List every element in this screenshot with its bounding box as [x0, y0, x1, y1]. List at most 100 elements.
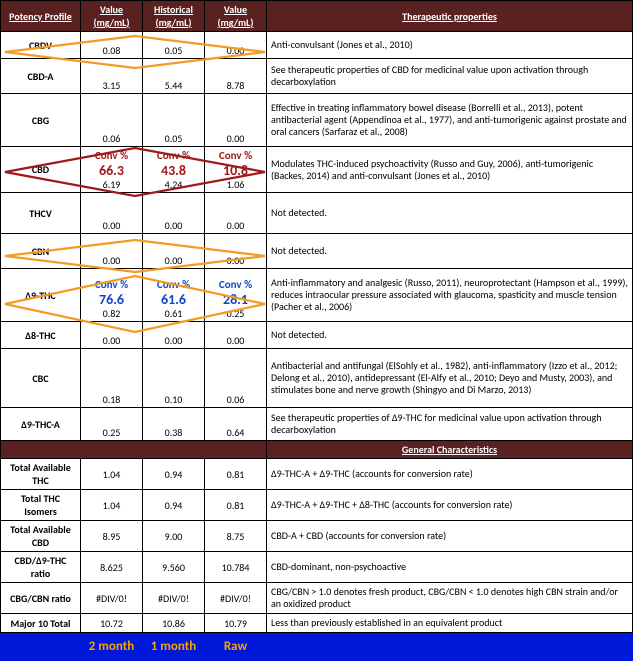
- hdr-historical: Historical (mg/mL): [143, 1, 205, 32]
- value-cell: 0.00: [81, 234, 143, 269]
- therapeutic-property: Antibacterial and antifungal (ElSohly et…: [267, 349, 633, 408]
- header-row: Potency Profile Value (mg/mL) Historical…: [1, 1, 633, 32]
- compound-name: CBD-A: [1, 59, 81, 94]
- value-cell: 0.38: [143, 408, 205, 441]
- summary-row: CBG/CBN ratio#DIV/0!#DIV/0!#DIV/0!CBG/CB…: [1, 583, 633, 614]
- value-cell: 0.05: [143, 32, 205, 59]
- summary-value: 9.560: [143, 552, 205, 583]
- summary-label: Major 10 Total: [1, 614, 81, 633]
- value-cell: 0.00: [205, 94, 267, 147]
- value-cell: 0.00: [205, 234, 267, 269]
- therapeutic-property: Not detected.: [267, 322, 633, 349]
- hdr-properties: Therapeutic properties: [267, 1, 633, 32]
- therapeutic-property: Anti-convulsant (Jones et al., 2010): [267, 32, 633, 59]
- table-row: Δ8-THC0.000.000.00Not detected.: [1, 322, 633, 349]
- compound-name: CBDV: [1, 32, 81, 59]
- summary-property: CBD-dominant, non-psychoactive: [267, 552, 633, 583]
- footer-raw: Raw: [205, 633, 267, 661]
- summary-value: 0.81: [205, 459, 267, 490]
- value-cell: Conv %10.81.06: [205, 147, 267, 193]
- value-cell: Conv %61.60.61: [143, 269, 205, 322]
- value-cell: 0.00: [143, 234, 205, 269]
- potency-table: Potency Profile Value (mg/mL) Historical…: [0, 0, 633, 661]
- summary-property: CBG/CBN > 1.0 denotes fresh product, CBG…: [267, 583, 633, 614]
- summary-value: 8.95: [81, 521, 143, 552]
- value-cell: 0.06: [81, 94, 143, 147]
- general-char-row: General Characteristics: [1, 441, 633, 459]
- compound-name: CBN: [1, 234, 81, 269]
- compound-name: THCV: [1, 193, 81, 234]
- compound-name: CBG: [1, 94, 81, 147]
- summary-label: CBD/Δ9-THC ratio: [1, 552, 81, 583]
- value-cell: 3.15: [81, 59, 143, 94]
- summary-row: Total THC Isomers1.040.940.81Δ9-THC-A + …: [1, 490, 633, 521]
- value-cell: 0.06: [205, 349, 267, 408]
- value-cell: 0.10: [143, 349, 205, 408]
- table-row: Δ9-THC-A0.250.380.64See therapeutic prop…: [1, 408, 633, 441]
- compound-name: CBD: [1, 147, 81, 193]
- compound-name: CBC: [1, 349, 81, 408]
- value-cell: 0.00: [81, 193, 143, 234]
- footer-1month: 1 month: [143, 633, 205, 661]
- value-cell: 0.00: [205, 193, 267, 234]
- value-cell: 0.08: [81, 32, 143, 59]
- footer-2month: 2 month: [81, 633, 143, 661]
- general-char-header: General Characteristics: [267, 441, 633, 459]
- summary-value: 0.81: [205, 490, 267, 521]
- summary-property: Δ9-THC-A + Δ9-THC (accounts for conversi…: [267, 459, 633, 490]
- table-row: CBN0.000.000.00Not detected.: [1, 234, 633, 269]
- compound-name: Δ9-THC-A: [1, 408, 81, 441]
- hdr-profile: Potency Profile: [1, 1, 81, 32]
- summary-row: Total Available THC1.040.940.81Δ9-THC-A …: [1, 459, 633, 490]
- summary-property: Δ9-THC-A + Δ9-THC + Δ8-THC (accounts for…: [267, 490, 633, 521]
- value-cell: 0.00: [81, 322, 143, 349]
- summary-value: 10.79: [205, 614, 267, 633]
- summary-label: Total Available THC: [1, 459, 81, 490]
- value-cell: 0.00: [205, 32, 267, 59]
- value-cell: 0.00: [143, 322, 205, 349]
- therapeutic-property: Effective in treating inflammatory bowel…: [267, 94, 633, 147]
- value-cell: 0.25: [81, 408, 143, 441]
- table-row: THCV0.000.000.00Not detected.: [1, 193, 633, 234]
- hdr-value2: Value (mg/mL): [205, 1, 267, 32]
- summary-label: CBG/CBN ratio: [1, 583, 81, 614]
- table-row: Δ9-THCConv %76.60.82Conv %61.60.61Conv %…: [1, 269, 633, 322]
- table-row: CBDV0.080.050.00Anti-convulsant (Jones e…: [1, 32, 633, 59]
- summary-value: 1.04: [81, 490, 143, 521]
- value-cell: 5.44: [143, 59, 205, 94]
- summary-value: 10.86: [143, 614, 205, 633]
- summary-label: Total Available CBD: [1, 521, 81, 552]
- value-cell: 0.18: [81, 349, 143, 408]
- summary-value: 10.72: [81, 614, 143, 633]
- value-cell: 8.78: [205, 59, 267, 94]
- summary-value: 10.784: [205, 552, 267, 583]
- therapeutic-property: See therapeutic properties of Δ9-THC for…: [267, 408, 633, 441]
- summary-value: 1.04: [81, 459, 143, 490]
- table-row: CBG0.060.050.00Effective in treating inf…: [1, 94, 633, 147]
- summary-property: Less than previously established in an e…: [267, 614, 633, 633]
- value-cell: 0.64: [205, 408, 267, 441]
- value-cell: Conv %28.10.25: [205, 269, 267, 322]
- compound-name: Δ8-THC: [1, 322, 81, 349]
- value-cell: Conv %76.60.82: [81, 269, 143, 322]
- footer-row: 2 month 1 month Raw: [1, 633, 633, 661]
- therapeutic-property: Anti-inflammatory and analgesic (Russo, …: [267, 269, 633, 322]
- summary-value: 8.625: [81, 552, 143, 583]
- summary-value: 8.75: [205, 521, 267, 552]
- summary-value: 9.00: [143, 521, 205, 552]
- summary-value: 0.94: [143, 459, 205, 490]
- summary-property: CBD-A + CBD (accounts for conversion rat…: [267, 521, 633, 552]
- summary-row: CBD/Δ9-THC ratio8.6259.56010.784CBD-domi…: [1, 552, 633, 583]
- hdr-value1: Value (mg/mL): [81, 1, 143, 32]
- therapeutic-property: Not detected.: [267, 234, 633, 269]
- summary-value: #DIV/0!: [143, 583, 205, 614]
- summary-value: #DIV/0!: [81, 583, 143, 614]
- therapeutic-property: See therapeutic properties of CBD for me…: [267, 59, 633, 94]
- compound-name: Δ9-THC: [1, 269, 81, 322]
- value-cell: 0.00: [205, 322, 267, 349]
- summary-value: 0.94: [143, 490, 205, 521]
- value-cell: Conv %66.36.19: [81, 147, 143, 193]
- value-cell: Conv %43.84.24: [143, 147, 205, 193]
- summary-row: Total Available CBD8.959.008.75CBD-A + C…: [1, 521, 633, 552]
- therapeutic-property: Not detected.: [267, 193, 633, 234]
